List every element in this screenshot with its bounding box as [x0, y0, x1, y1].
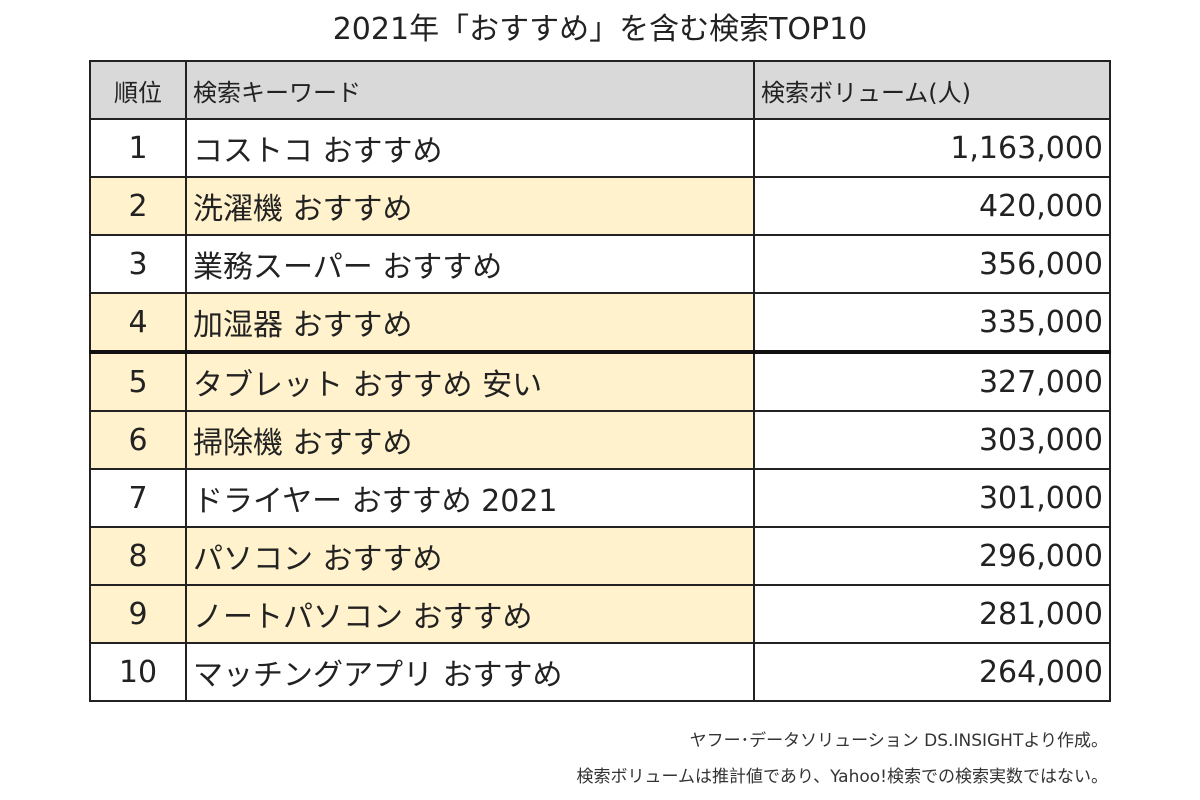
- volume-cell: 1,163,000: [753, 118, 1111, 178]
- rank-cell: 2: [89, 176, 187, 236]
- keyword-cell: マッチングアプリ おすすめ: [185, 642, 755, 702]
- rank-cell: 7: [89, 468, 187, 528]
- table-row: 10 マッチングアプリ おすすめ 264,000: [89, 642, 1111, 702]
- table-row: 8 パソコン おすすめ 296,000: [89, 526, 1111, 586]
- keyword-cell: 加湿器 おすすめ: [185, 292, 755, 354]
- volume-cell: 296,000: [753, 526, 1111, 586]
- table-row: 6 掃除機 おすすめ 303,000: [89, 410, 1111, 470]
- volume-cell: 301,000: [753, 468, 1111, 528]
- volume-cell: 264,000: [753, 642, 1111, 702]
- keyword-cell: 洗濯機 おすすめ: [185, 176, 755, 236]
- volume-cell: 335,000: [753, 292, 1111, 354]
- keyword-cell: パソコン おすすめ: [185, 526, 755, 586]
- rank-cell: 5: [89, 351, 187, 412]
- volume-cell: 420,000: [753, 176, 1111, 236]
- keyword-cell: ドライヤー おすすめ 2021: [185, 468, 755, 528]
- table-row: 4 加湿器 おすすめ 335,000: [89, 292, 1111, 354]
- header-volume: 検索ボリューム(人): [753, 60, 1111, 120]
- keyword-cell: 掃除機 おすすめ: [185, 410, 755, 470]
- rank-cell: 8: [89, 526, 187, 586]
- keyword-cell: コストコ おすすめ: [185, 118, 755, 178]
- table-row: 3 業務スーパー おすすめ 356,000: [89, 234, 1111, 294]
- header-keyword: 検索キーワード: [185, 60, 755, 120]
- keyword-cell: タブレット おすすめ 安い: [185, 351, 755, 412]
- table-header-row: 順位 検索キーワード 検索ボリューム(人): [89, 60, 1111, 120]
- source-note: ヤフー･データソリューション DS.INSIGHTより作成。: [689, 731, 1108, 751]
- ranking-table: 順位 検索キーワード 検索ボリューム(人) 1 コストコ おすすめ 1,163,00…: [89, 60, 1111, 702]
- volume-cell: 356,000: [753, 234, 1111, 294]
- table-row: 7 ドライヤー おすすめ 2021 301,000: [89, 468, 1111, 528]
- rank-cell: 3: [89, 234, 187, 294]
- page-title: 2021年「おすすめ」を含む検索TOP10: [332, 12, 868, 47]
- volume-cell: 327,000: [753, 351, 1111, 412]
- rank-cell: 9: [89, 584, 187, 644]
- rank-cell: 10: [89, 642, 187, 702]
- volume-cell: 281,000: [753, 584, 1111, 644]
- table-row: 2 洗濯機 おすすめ 420,000: [89, 176, 1111, 236]
- rank-cell: 1: [89, 118, 187, 178]
- keyword-cell: ノートパソコン おすすめ: [185, 584, 755, 644]
- keyword-cell: 業務スーパー おすすめ: [185, 234, 755, 294]
- rank-cell: 6: [89, 410, 187, 470]
- volume-cell: 303,000: [753, 410, 1111, 470]
- header-rank: 順位: [89, 60, 187, 120]
- disclaimer-note: 検索ボリュームは推計値であり、Yahoo!検索での検索実数ではない。: [576, 767, 1109, 787]
- table-row: 1 コストコ おすすめ 1,163,000: [89, 118, 1111, 178]
- table-row: 5 タブレット おすすめ 安い 327,000: [89, 351, 1111, 412]
- rank-cell: 4: [89, 292, 187, 354]
- table-row: 9 ノートパソコン おすすめ 281,000: [89, 584, 1111, 644]
